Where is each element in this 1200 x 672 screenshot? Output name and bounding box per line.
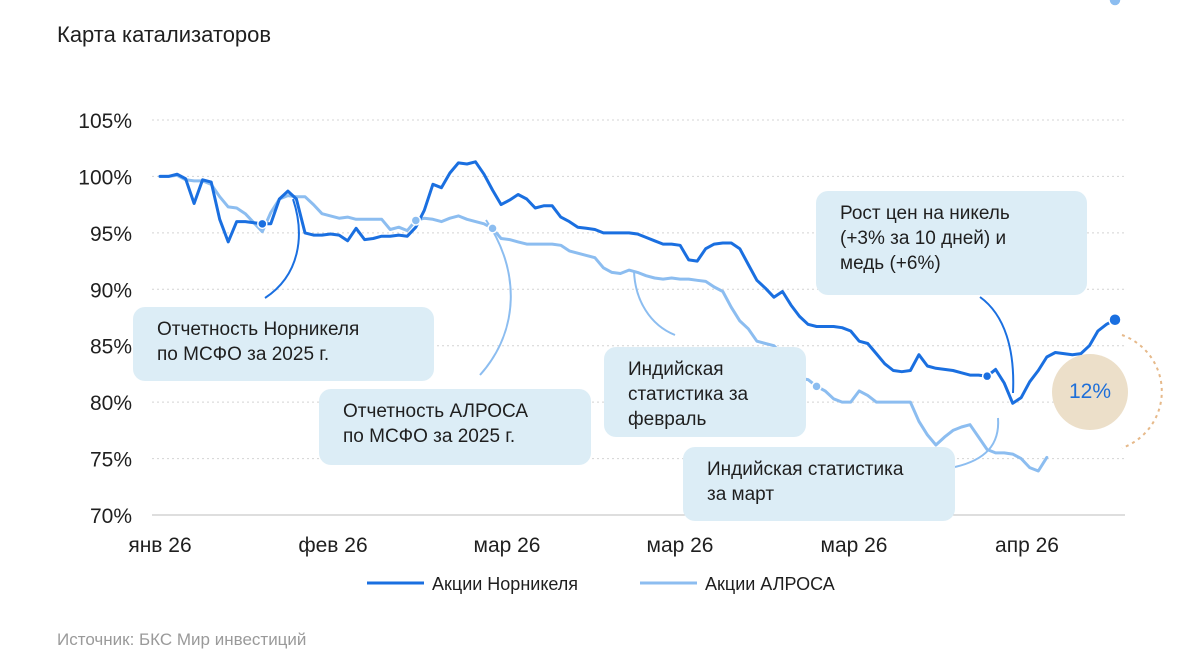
- x-tick-label: фев 26: [298, 534, 367, 557]
- callout-nornickel-ifrs: Отчетность Норникеля по МСФО за 2025 г.: [133, 307, 434, 381]
- end-point-alrosa: [1108, 0, 1122, 7]
- callout-nickel-copper: Рост цен на никель (+3% за 10 дней) и ме…: [816, 191, 1087, 295]
- callout-india-mar: Индийская статистика за март: [683, 447, 955, 521]
- y-axis: 70% 75% 80% 85% 90% 95% 100% 105%: [78, 110, 132, 528]
- series-line-alrosa: [158, 173, 1049, 473]
- callout-leader-line: [954, 417, 1000, 468]
- y-tick-label: 95%: [90, 223, 132, 246]
- source-note: Источник: БКС Мир инвестиций: [57, 630, 307, 649]
- y-tick-label: 85%: [90, 336, 132, 359]
- x-tick-label: янв 26: [128, 534, 191, 557]
- catalyst-point: [981, 370, 993, 382]
- callout-alrosa-ifrs: Отчетность АЛРОСА по МСФО за 2025 г.: [319, 389, 591, 465]
- callout-india-feb: Индийская статистика за февраль: [604, 347, 806, 437]
- y-tick-label: 70%: [90, 505, 132, 528]
- chart-title: Карта катализаторов: [57, 22, 272, 47]
- x-tick-label: мар 26: [474, 534, 541, 557]
- callout-leader-line: [633, 270, 676, 336]
- series-line-nornickel: [158, 160, 1117, 405]
- x-tick-label: мар 26: [821, 534, 888, 557]
- catalyst-point: [410, 215, 422, 226]
- y-tick-label: 100%: [78, 166, 132, 189]
- callout-leader-line: [979, 296, 1015, 394]
- callout-leader-line: [479, 219, 512, 376]
- legend[interactable]: Акции Норникеля Акции АЛРОСА: [367, 574, 835, 594]
- x-tick-label: апр 26: [995, 534, 1059, 557]
- callout-leaders: [264, 198, 1015, 468]
- x-axis: янв 26 фев 26 мар 26 мар 26 мар 26 апр 26: [128, 534, 1059, 557]
- y-tick-label: 80%: [90, 392, 132, 415]
- y-tick-label: 105%: [78, 110, 132, 133]
- legend-label-alrosa: Акции АЛРОСА: [705, 574, 835, 594]
- series-lines: [158, 160, 1117, 473]
- change-arc: [1121, 334, 1163, 449]
- y-tick-label: 90%: [90, 279, 132, 302]
- callout-leader-line: [264, 198, 300, 299]
- change-badge: 12%: [1052, 354, 1128, 430]
- catalyst-point: [811, 381, 822, 392]
- catalyst-markers: [257, 0, 1122, 392]
- legend-label-nornickel: Акции Норникеля: [432, 574, 578, 594]
- end-point-nornickel: [1108, 313, 1122, 327]
- catalyst-point: [487, 223, 498, 234]
- x-tick-label: мар 26: [647, 534, 714, 557]
- y-tick-label: 75%: [90, 449, 132, 472]
- catalyst-point: [257, 218, 268, 230]
